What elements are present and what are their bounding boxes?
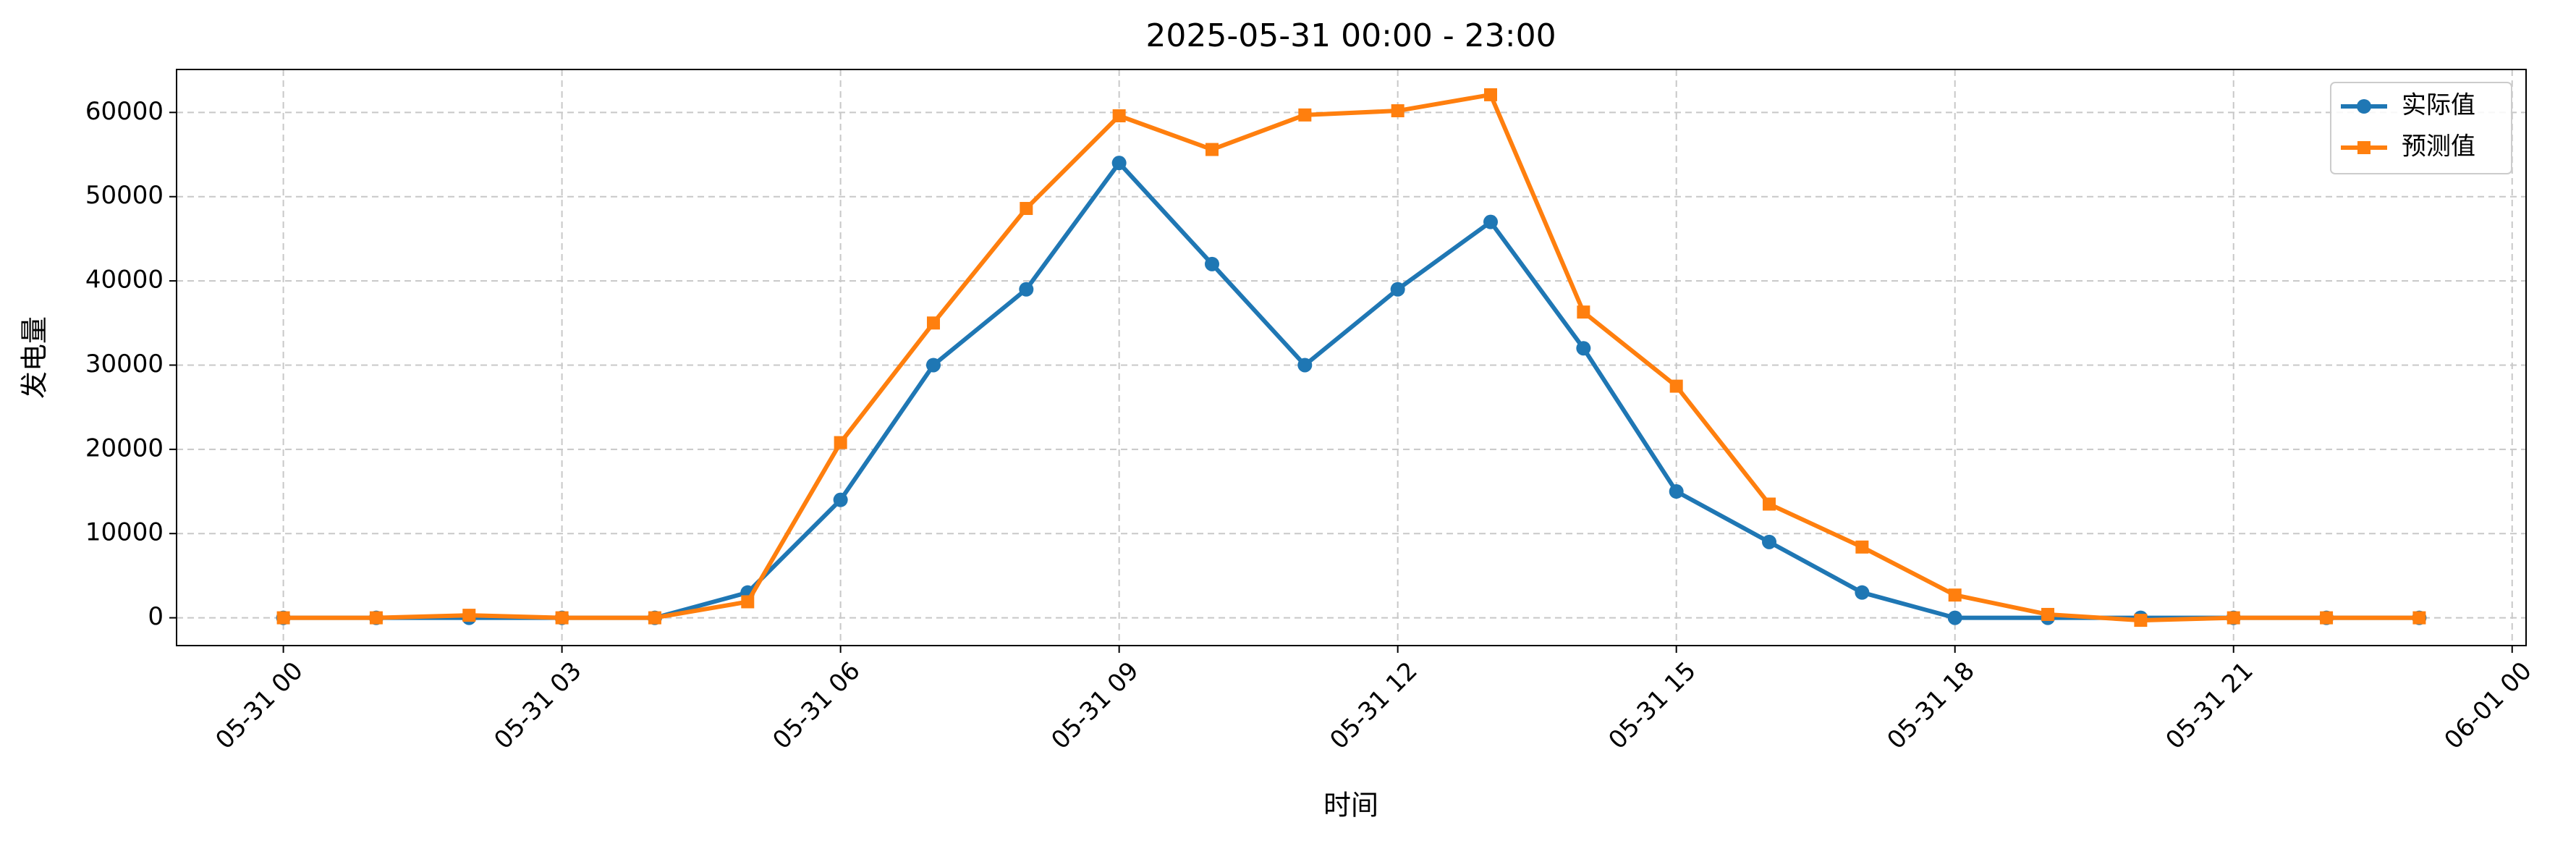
y-tick-label: 20000 (85, 434, 164, 462)
data-point (1205, 143, 1219, 156)
y-tick-label: 50000 (85, 181, 164, 210)
data-point (1484, 88, 1498, 101)
x-tick-label: 05-31 12 (1324, 656, 1423, 755)
data-point (2134, 614, 2148, 627)
data-point (2412, 611, 2426, 625)
data-point (1855, 585, 1870, 600)
series-line (283, 92, 2420, 623)
data-point (1576, 341, 1591, 356)
data-point (2041, 607, 2055, 621)
data-point (1297, 358, 1313, 373)
y-tick-label: 10000 (85, 518, 164, 547)
x-tick-label: 06-01 00 (2439, 656, 2537, 755)
data-point (1111, 156, 1127, 171)
data-point (462, 609, 476, 622)
data-point (1577, 305, 1590, 319)
data-point (1112, 109, 1126, 123)
data-point (1669, 379, 1683, 393)
data-point (741, 595, 755, 609)
data-point (1204, 256, 1219, 271)
data-point (926, 316, 940, 330)
x-tick-label: 05-31 18 (1881, 656, 1980, 755)
data-point (1019, 282, 1034, 297)
plot-frame (176, 69, 2527, 646)
legend-marker (2357, 99, 2371, 114)
x-tick-label: 05-31 06 (767, 656, 865, 755)
y-axis-label: 发电量 (19, 316, 51, 399)
data-point (369, 611, 383, 625)
data-point (1020, 202, 1033, 216)
data-point (1483, 214, 1499, 229)
x-tick-label: 05-31 15 (1603, 656, 1701, 755)
y-tick-label: 60000 (85, 97, 164, 126)
data-point (833, 492, 848, 507)
data-point (1762, 534, 1777, 549)
legend-marker (2357, 141, 2370, 154)
data-point (1948, 588, 1962, 602)
y-tick-label: 30000 (85, 350, 164, 379)
x-axis-label: 时间 (1323, 790, 1378, 821)
x-tick-label: 05-31 09 (1046, 656, 1144, 755)
x-tick-label: 05-31 00 (210, 656, 308, 755)
y-tick-label: 40000 (85, 266, 164, 295)
x-tick-label: 05-31 03 (488, 656, 587, 755)
data-point (1947, 610, 1962, 625)
data-point (1855, 540, 1869, 554)
data-point (2227, 611, 2240, 625)
data-point (834, 436, 847, 449)
data-point (1298, 108, 1312, 122)
data-point (555, 611, 569, 625)
data-point (925, 358, 941, 373)
data-point (1390, 282, 1405, 297)
data-point (276, 611, 290, 625)
y-tick-label: 0 (148, 602, 164, 631)
data-point (1669, 484, 1684, 499)
legend-label: 预测值 (2402, 132, 2475, 161)
legend-label: 实际值 (2402, 91, 2475, 120)
series-line (283, 161, 2420, 620)
data-point (648, 611, 661, 625)
data-point (1763, 497, 1776, 511)
data-point (1391, 104, 1404, 118)
data-point (2320, 611, 2334, 625)
x-tick-label: 05-31 21 (2160, 656, 2258, 755)
chart-title: 2025-05-31 00:00 - 23:00 (1145, 17, 1556, 54)
